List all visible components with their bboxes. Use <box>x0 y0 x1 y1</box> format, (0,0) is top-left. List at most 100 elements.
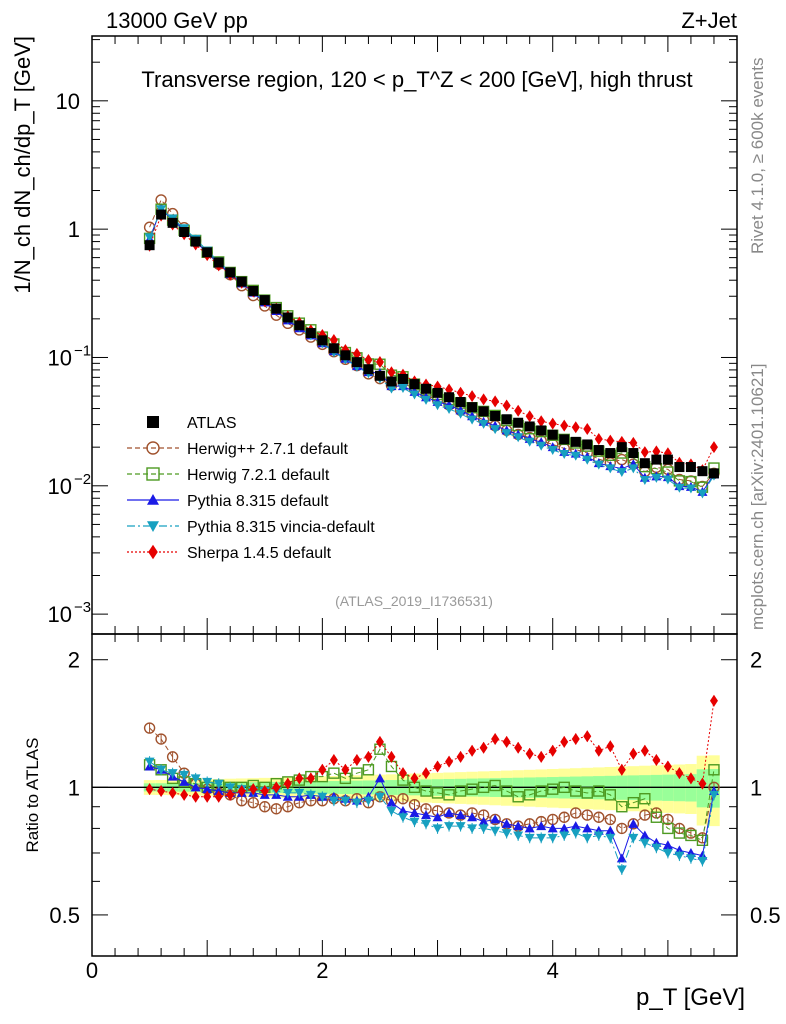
ratio-tick-label-right: 0.5 <box>750 903 781 928</box>
data-point <box>375 356 384 369</box>
data-point <box>559 449 570 459</box>
ratio-point <box>190 774 201 784</box>
data-point <box>202 247 213 258</box>
ratio-point <box>536 821 547 831</box>
main-panel: Transverse region, 120 < p_T^Z < 200 [Ge… <box>10 35 738 635</box>
ratio-point <box>444 822 455 832</box>
ratio-point <box>420 785 432 797</box>
ratio-point <box>191 790 200 803</box>
ratio-point <box>501 818 512 828</box>
data-point <box>536 425 547 436</box>
data-point <box>685 484 696 494</box>
data-point <box>259 295 270 306</box>
data-point <box>560 419 569 432</box>
ratio-point <box>249 783 258 796</box>
ratio-point <box>593 831 604 841</box>
data-point <box>144 233 155 243</box>
data-point <box>364 353 373 366</box>
ratio-point <box>167 769 178 779</box>
legend-marker <box>147 521 159 532</box>
ratio-point <box>432 812 443 822</box>
ratio-point <box>512 791 524 803</box>
ratio-point <box>364 750 373 763</box>
ratio-point <box>570 821 581 831</box>
beam-label: 13000 GeV pp <box>106 8 248 33</box>
legend-label: ATLAS <box>187 415 237 432</box>
ratio-tick-label-right: 1 <box>750 775 762 800</box>
ratio-point <box>581 787 593 799</box>
ratio-point <box>155 733 167 745</box>
data-point <box>432 401 443 411</box>
data-point <box>547 429 558 440</box>
data-point <box>421 395 432 405</box>
legend: ATLAS Herwig++ 2.7.1 default Herwig 7.2.1 … <box>127 415 375 562</box>
data-point <box>397 373 408 384</box>
data-point <box>697 489 708 499</box>
ratio-point <box>663 760 672 773</box>
data-point <box>491 395 500 408</box>
ratio-point <box>386 806 397 816</box>
data-point <box>524 421 535 432</box>
ratio-panel: Ratio to ATLAS 0.5 0.5 1 1 2 2 0 2 4 p_T [GeV] <box>23 633 781 1011</box>
ratio-point <box>479 741 488 754</box>
data-point <box>709 441 718 454</box>
ratio-point <box>662 813 674 826</box>
ratio-axis-label: Ratio to ATLAS <box>23 738 42 853</box>
ratio-point <box>513 821 524 831</box>
ratio-point <box>260 785 269 798</box>
legend-label: Pythia 8.315 vincia-default <box>187 519 375 536</box>
ratio-point <box>570 785 582 797</box>
data-point <box>397 384 408 394</box>
ratio-point <box>605 833 616 843</box>
series-line <box>149 208 715 488</box>
data-point <box>570 436 581 447</box>
ratio-point <box>203 790 212 803</box>
data-point <box>651 454 662 465</box>
ratio-point <box>409 807 420 817</box>
data-point <box>501 414 512 425</box>
data-point <box>479 393 488 406</box>
mcplots-label: mcplots.cern.ch [arXiv:2401.10621] <box>748 364 767 630</box>
data-point <box>490 425 501 435</box>
ratio-point <box>559 823 570 833</box>
data-point <box>478 406 489 417</box>
ratio-point <box>466 783 478 795</box>
ratio-point <box>478 824 489 834</box>
ratio-point <box>156 765 167 775</box>
ratio-point <box>477 781 490 794</box>
ratio-point <box>639 838 650 848</box>
ratio-point <box>582 833 593 843</box>
legend-marker <box>146 441 160 455</box>
ratio-point <box>628 833 639 843</box>
ratio-point <box>374 792 385 802</box>
ratio-point <box>328 796 339 806</box>
process-label: Z+Jet <box>681 8 737 33</box>
data-point <box>155 194 167 206</box>
ratio-point <box>501 829 512 839</box>
ratio-point <box>605 825 616 835</box>
y-tick-label: 10 <box>56 89 80 114</box>
data-point <box>190 236 201 247</box>
ratio-point <box>558 811 570 823</box>
ratio-point <box>559 831 570 841</box>
ratio-data-marks <box>143 694 720 875</box>
ratio-point <box>698 777 707 790</box>
ratio-point <box>282 801 294 813</box>
ratio-point <box>583 730 592 743</box>
ratio-point <box>616 853 627 863</box>
data-point <box>236 276 247 287</box>
analysis-id: (ATLAS_2019_I1736531) <box>335 593 493 609</box>
data-point <box>524 437 535 447</box>
ratio-point <box>397 793 409 805</box>
data-point <box>213 257 224 268</box>
data-point <box>248 285 259 296</box>
ratio-point <box>674 851 685 861</box>
data-point <box>421 383 432 394</box>
data-point <box>606 434 615 447</box>
ratio-point <box>225 783 236 793</box>
data-point <box>305 328 316 339</box>
data-point <box>514 404 523 417</box>
ratio-point <box>709 694 718 707</box>
ratio-point <box>547 833 558 843</box>
ratio-point <box>594 744 603 757</box>
